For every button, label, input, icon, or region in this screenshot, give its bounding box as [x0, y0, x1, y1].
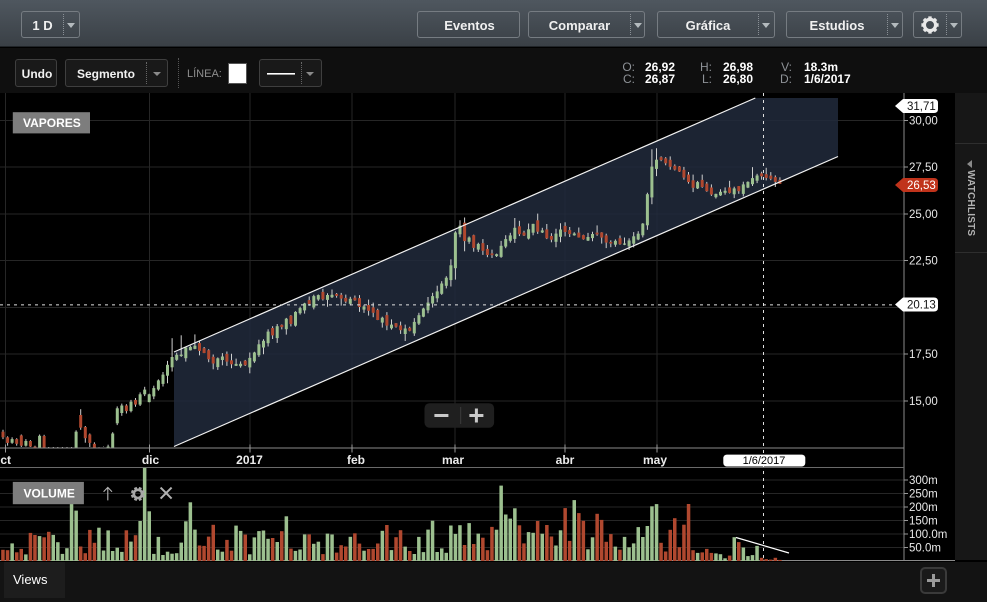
svg-text:31,71: 31,71 — [907, 101, 936, 113]
svg-text:2017: 2017 — [236, 453, 263, 467]
svg-text:20.13: 20.13 — [907, 300, 936, 312]
svg-text:VAPORES: VAPORES — [23, 116, 81, 130]
svg-text:250m: 250m — [909, 489, 938, 501]
svg-text:200m: 200m — [909, 502, 938, 514]
svg-text:17,50: 17,50 — [909, 349, 938, 361]
svg-text:30,00: 30,00 — [909, 115, 938, 127]
svg-text:50.0m: 50.0m — [909, 543, 941, 555]
svg-text:25,00: 25,00 — [909, 209, 938, 221]
svg-text:abr: abr — [556, 453, 575, 467]
svg-text:may: may — [643, 453, 667, 467]
svg-text:feb: feb — [347, 453, 365, 467]
svg-text:oct: oct — [0, 453, 11, 467]
svg-text:150m: 150m — [909, 516, 938, 528]
svg-text:26,53: 26,53 — [907, 180, 936, 192]
svg-text:100.0m: 100.0m — [909, 529, 947, 541]
svg-text:15,00: 15,00 — [909, 396, 938, 408]
svg-text:dic: dic — [142, 453, 160, 467]
svg-text:27,50: 27,50 — [909, 162, 938, 174]
svg-text:300m: 300m — [909, 475, 938, 487]
svg-text:mar: mar — [442, 453, 464, 467]
svg-text:1/6/2017: 1/6/2017 — [743, 455, 786, 467]
svg-text:VOLUME: VOLUME — [24, 486, 75, 500]
svg-text:22,50: 22,50 — [909, 256, 938, 268]
